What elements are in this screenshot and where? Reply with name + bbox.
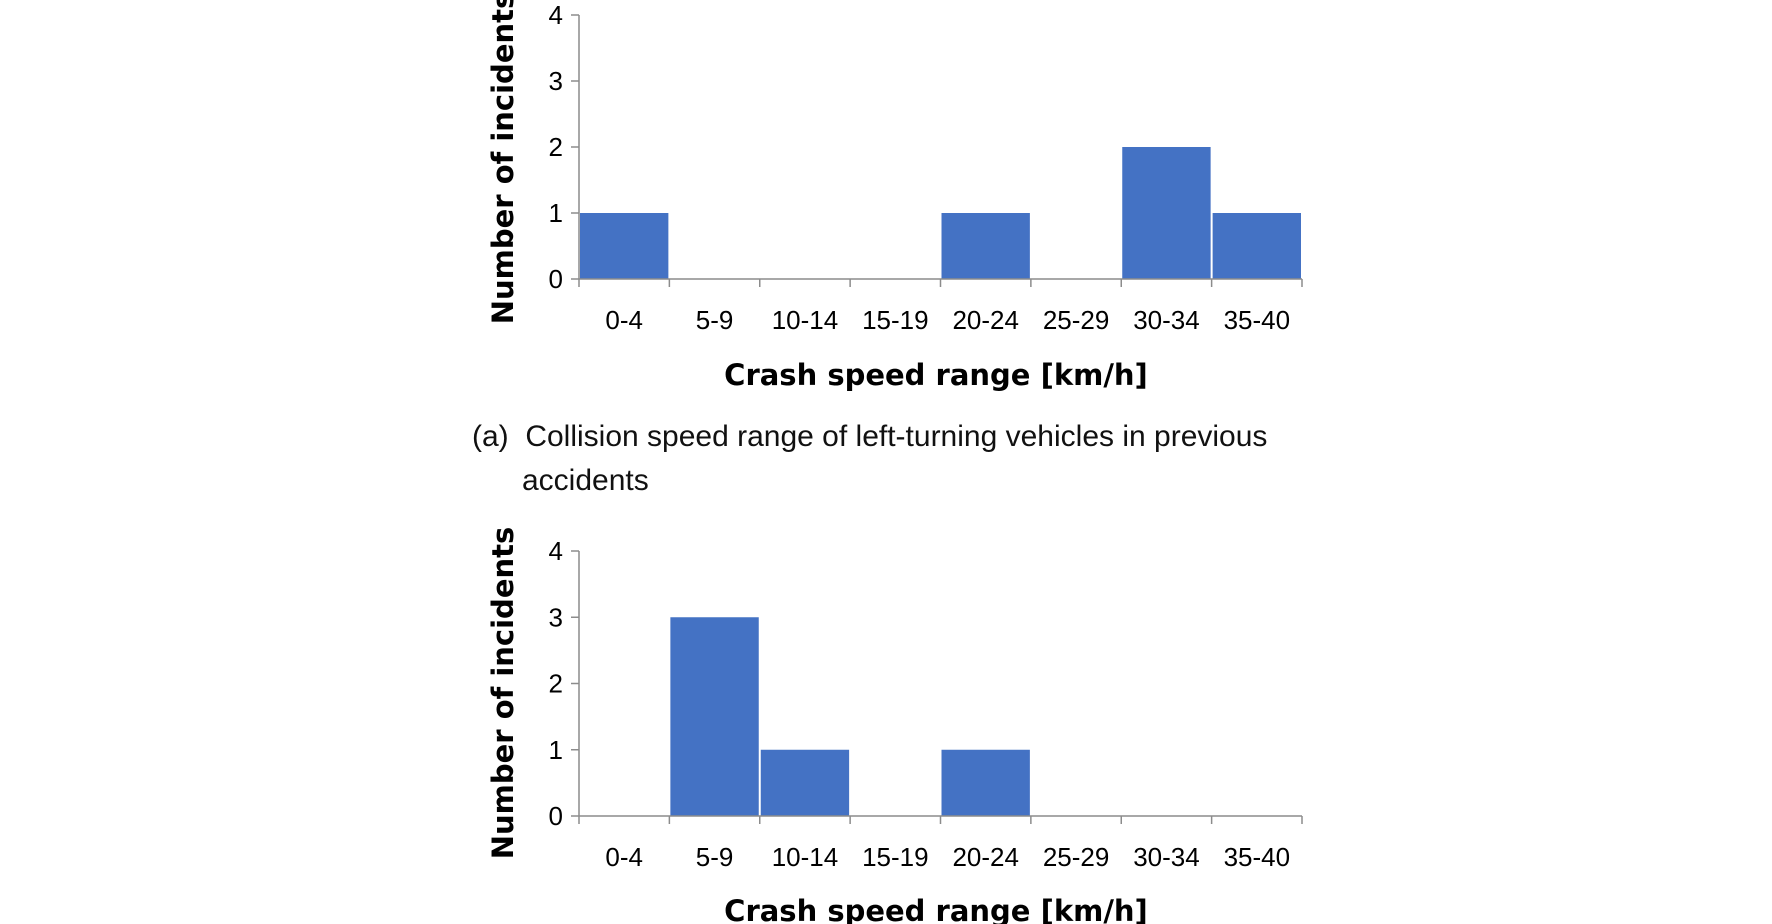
chart-b-x-tick-label: 15-19 <box>862 842 929 872</box>
chart-b-bar-10-14 <box>760 749 850 816</box>
chart-a-y-tick-label: 3 <box>549 66 563 96</box>
chart-b-x-axis-title: Crash speed range [km/h] <box>724 894 1148 924</box>
chart-b-axes <box>571 550 1303 824</box>
chart-b-y-axis-title: Number of incidents <box>486 527 520 860</box>
chart-a-axes <box>571 14 1303 287</box>
chart-b-x-tick-label: 0-4 <box>605 842 643 872</box>
chart-b-y-tick-label: 1 <box>549 735 563 765</box>
chart-a-bar-35-40 <box>1212 213 1301 279</box>
chart-b-x-tick-label: 25-29 <box>1043 842 1110 872</box>
chart-a-caption-line-2: accidents <box>522 464 649 497</box>
chart-a-x-tick-label: 0-4 <box>605 305 643 335</box>
chart-a-x-tick-label: 30-34 <box>1133 305 1200 335</box>
chart-b-y-tick-label: 4 <box>549 536 563 566</box>
chart-a-y-tick-label: 0 <box>549 264 563 294</box>
chart-a-y-axis-title: Number of incidents <box>486 0 520 324</box>
chart-b-y-tick-label: 0 <box>549 801 563 831</box>
chart-b-x-ticks: 0-4 5-9 10-14 15-19 20-24 25-29 30-34 35-40 <box>605 842 1290 872</box>
chart-a-y-ticks: 0 1 2 3 4 <box>549 0 563 294</box>
chart-b-bar-5-9 <box>670 617 759 816</box>
chart-b-x-tick-label: 30-34 <box>1133 842 1200 872</box>
chart-b-y-tick-label: 2 <box>549 669 563 699</box>
chart-a-x-tick-label: 10-14 <box>772 305 839 335</box>
chart-a: 0 1 2 3 4 0-4 5-9 10-14 15-19 20-24 25-29 30-34 35-… <box>486 0 1303 392</box>
chart-a-x-axis-title: Crash speed range [km/h] <box>724 358 1148 392</box>
chart-b-y-ticks: 0 1 2 3 4 <box>549 536 563 831</box>
chart-a-bar-0-4 <box>580 213 669 279</box>
chart-a-x-ticks: 0-4 5-9 10-14 15-19 20-24 25-29 30-34 35-40 <box>605 305 1290 335</box>
chart-a-bars <box>580 147 1301 279</box>
chart-b-y-tick-label: 3 <box>549 602 563 632</box>
chart-a-x-tick-label: 20-24 <box>952 305 1019 335</box>
chart-a-caption-line-1: (a) Collision speed range of left-turnin… <box>472 420 1267 453</box>
chart-a-bar-20-24 <box>941 213 1030 279</box>
chart-a-x-tick-label: 35-40 <box>1224 305 1291 335</box>
chart-a-bar-30-34 <box>1122 147 1211 279</box>
chart-b-bar-20-24 <box>941 749 1030 816</box>
chart-a-y-tick-label: 2 <box>549 132 563 162</box>
chart-b-x-tick-label: 5-9 <box>696 842 734 872</box>
chart-a-x-tick-label: 5-9 <box>696 305 734 335</box>
chart-b-x-tick-label: 20-24 <box>952 842 1019 872</box>
chart-a-x-tick-label: 25-29 <box>1043 305 1110 335</box>
chart-b-bars <box>670 617 1030 816</box>
chart-b-x-tick-label: 10-14 <box>772 842 839 872</box>
chart-a-y-tick-label: 1 <box>549 198 563 228</box>
chart-b-x-tick-label: 35-40 <box>1224 842 1291 872</box>
chart-a-y-tick-label: 4 <box>549 0 563 30</box>
chart-b: 0 1 2 3 4 0-4 5-9 10-14 15-19 20-24 25-29 30-34 35-… <box>486 527 1303 924</box>
chart-a-x-tick-label: 15-19 <box>862 305 929 335</box>
